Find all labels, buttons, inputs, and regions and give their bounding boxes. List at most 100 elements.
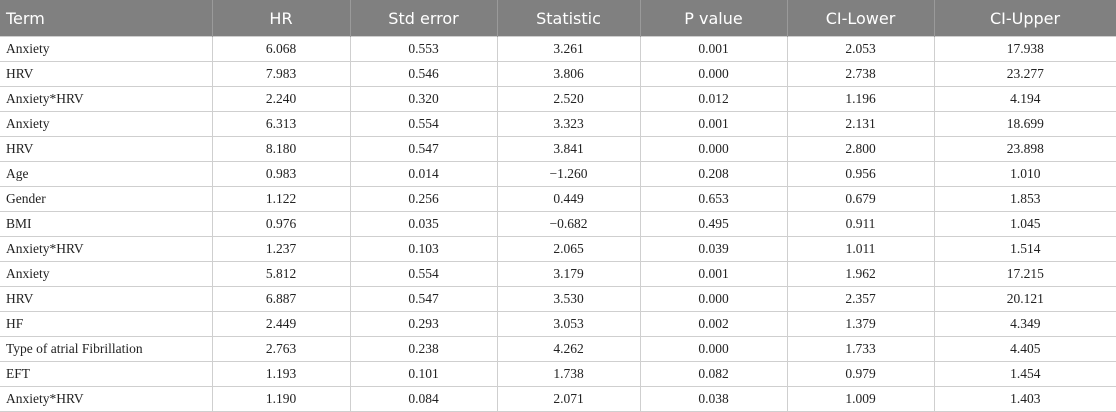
value-cell: 23.898 — [933, 136, 1116, 162]
value-cell: 2.053 — [786, 36, 935, 62]
term-cell: Gender — [0, 186, 213, 212]
value-cell: 1.045 — [933, 211, 1116, 237]
header-cell: CI-Lower — [787, 0, 935, 37]
table-header: Term HR Std error Statistic P value CI-Lower C… — [0, 0, 1116, 37]
value-cell: 17.215 — [933, 261, 1116, 287]
value-cell: 2.071 — [496, 386, 641, 412]
value-cell: 6.313 — [211, 111, 351, 137]
term-cell: Age — [0, 161, 213, 187]
table-row: HRV 7.983 0.546 3.806 0.000 2.738 23.277 — [0, 61, 1116, 87]
value-cell: 0.554 — [349, 111, 498, 137]
table-row: Anxiety 6.313 0.554 3.323 0.001 2.131 18.699 — [0, 111, 1116, 137]
value-cell: 0.553 — [349, 36, 498, 62]
value-cell: 0.449 — [496, 186, 641, 212]
value-cell: 1.010 — [933, 161, 1116, 187]
term-cell: HF — [0, 311, 213, 337]
value-cell: 1.403 — [933, 386, 1116, 412]
value-cell: 0.038 — [639, 386, 788, 412]
value-cell: 8.180 — [211, 136, 351, 162]
value-cell: 23.277 — [933, 61, 1116, 87]
value-cell: 3.261 — [496, 36, 641, 62]
term-cell: Anxiety — [0, 111, 213, 137]
header-cell: Std error — [350, 0, 498, 37]
header-row: Term HR Std error Statistic P value CI-Lower C… — [0, 0, 1116, 37]
value-cell: 1.196 — [786, 86, 935, 112]
table-row: Age 0.983 0.014 −1.260 0.208 0.956 1.010 — [0, 161, 1116, 187]
value-cell: 3.323 — [496, 111, 641, 137]
value-cell: 0.911 — [786, 211, 935, 237]
value-cell: 3.053 — [496, 311, 641, 337]
value-cell: 2.800 — [786, 136, 935, 162]
table-row: Anxiety 5.812 0.554 3.179 0.001 1.962 17.215 — [0, 261, 1116, 287]
value-cell: 4.349 — [933, 311, 1116, 337]
term-cell: BMI — [0, 211, 213, 237]
value-cell: 0.547 — [349, 286, 498, 312]
term-cell: HRV — [0, 136, 213, 162]
table-row: HF 2.449 0.293 3.053 0.002 1.379 4.349 — [0, 311, 1116, 337]
value-cell: 0.012 — [639, 86, 788, 112]
value-cell: 2.065 — [496, 236, 641, 262]
value-cell: 4.194 — [933, 86, 1116, 112]
table-row: Anxiety*HRV 1.190 0.084 2.071 0.038 1.009 1.40… — [0, 386, 1116, 412]
value-cell: 1.853 — [933, 186, 1116, 212]
value-cell: 0.000 — [639, 336, 788, 362]
value-cell: 1.190 — [211, 386, 351, 412]
header-cell: Term — [0, 0, 213, 37]
table-row: BMI 0.976 0.035 −0.682 0.495 0.911 1.045 — [0, 211, 1116, 237]
value-cell: 0.101 — [349, 361, 498, 387]
value-cell: 0.035 — [349, 211, 498, 237]
value-cell: 1.962 — [786, 261, 935, 287]
value-cell: 3.841 — [496, 136, 641, 162]
table-row: HRV 6.887 0.547 3.530 0.000 2.357 20.121 — [0, 286, 1116, 312]
term-cell: EFT — [0, 361, 213, 387]
term-cell: Anxiety*HRV — [0, 236, 213, 262]
value-cell: 0.208 — [639, 161, 788, 187]
value-cell: 1.514 — [933, 236, 1116, 262]
value-cell: 0.976 — [211, 211, 351, 237]
value-cell: 3.806 — [496, 61, 641, 87]
value-cell: 0.000 — [639, 286, 788, 312]
value-cell: 2.763 — [211, 336, 351, 362]
value-cell: 0.679 — [786, 186, 935, 212]
value-cell: 0.653 — [639, 186, 788, 212]
value-cell: 0.001 — [639, 36, 788, 62]
value-cell: 3.179 — [496, 261, 641, 287]
table-row: Anxiety*HRV 2.240 0.320 2.520 0.012 1.196 4.19… — [0, 86, 1116, 112]
value-cell: 3.530 — [496, 286, 641, 312]
term-cell: HRV — [0, 61, 213, 87]
value-cell: 2.240 — [211, 86, 351, 112]
term-cell: Anxiety — [0, 36, 213, 62]
value-cell: 0.002 — [639, 311, 788, 337]
value-cell: 0.000 — [639, 136, 788, 162]
value-cell: 0.983 — [211, 161, 351, 187]
table-row: HRV 8.180 0.547 3.841 0.000 2.800 23.898 — [0, 136, 1116, 162]
value-cell: 2.520 — [496, 86, 641, 112]
value-cell: 2.738 — [786, 61, 935, 87]
header-cell: P value — [640, 0, 788, 37]
value-cell: 4.262 — [496, 336, 641, 362]
table-row: Gender 1.122 0.256 0.449 0.653 0.679 1.853 — [0, 186, 1116, 212]
value-cell: 0.979 — [786, 361, 935, 387]
value-cell: 0.956 — [786, 161, 935, 187]
term-cell: Anxiety — [0, 261, 213, 287]
value-cell: 1.738 — [496, 361, 641, 387]
value-cell: 4.405 — [933, 336, 1116, 362]
value-cell: 0.293 — [349, 311, 498, 337]
value-cell: 1.454 — [933, 361, 1116, 387]
value-cell: 0.495 — [639, 211, 788, 237]
value-cell: 0.320 — [349, 86, 498, 112]
value-cell: 0.001 — [639, 261, 788, 287]
value-cell: −0.682 — [496, 211, 641, 237]
term-cell: Anxiety*HRV — [0, 86, 213, 112]
term-cell: HRV — [0, 286, 213, 312]
value-cell: 1.122 — [211, 186, 351, 212]
value-cell: 0.256 — [349, 186, 498, 212]
value-cell: 0.547 — [349, 136, 498, 162]
value-cell: 0.546 — [349, 61, 498, 87]
value-cell: 0.000 — [639, 61, 788, 87]
value-cell: 0.014 — [349, 161, 498, 187]
value-cell: 1.237 — [211, 236, 351, 262]
term-cell: Type of atrial Fibrillation — [0, 336, 213, 362]
value-cell: 7.983 — [211, 61, 351, 87]
